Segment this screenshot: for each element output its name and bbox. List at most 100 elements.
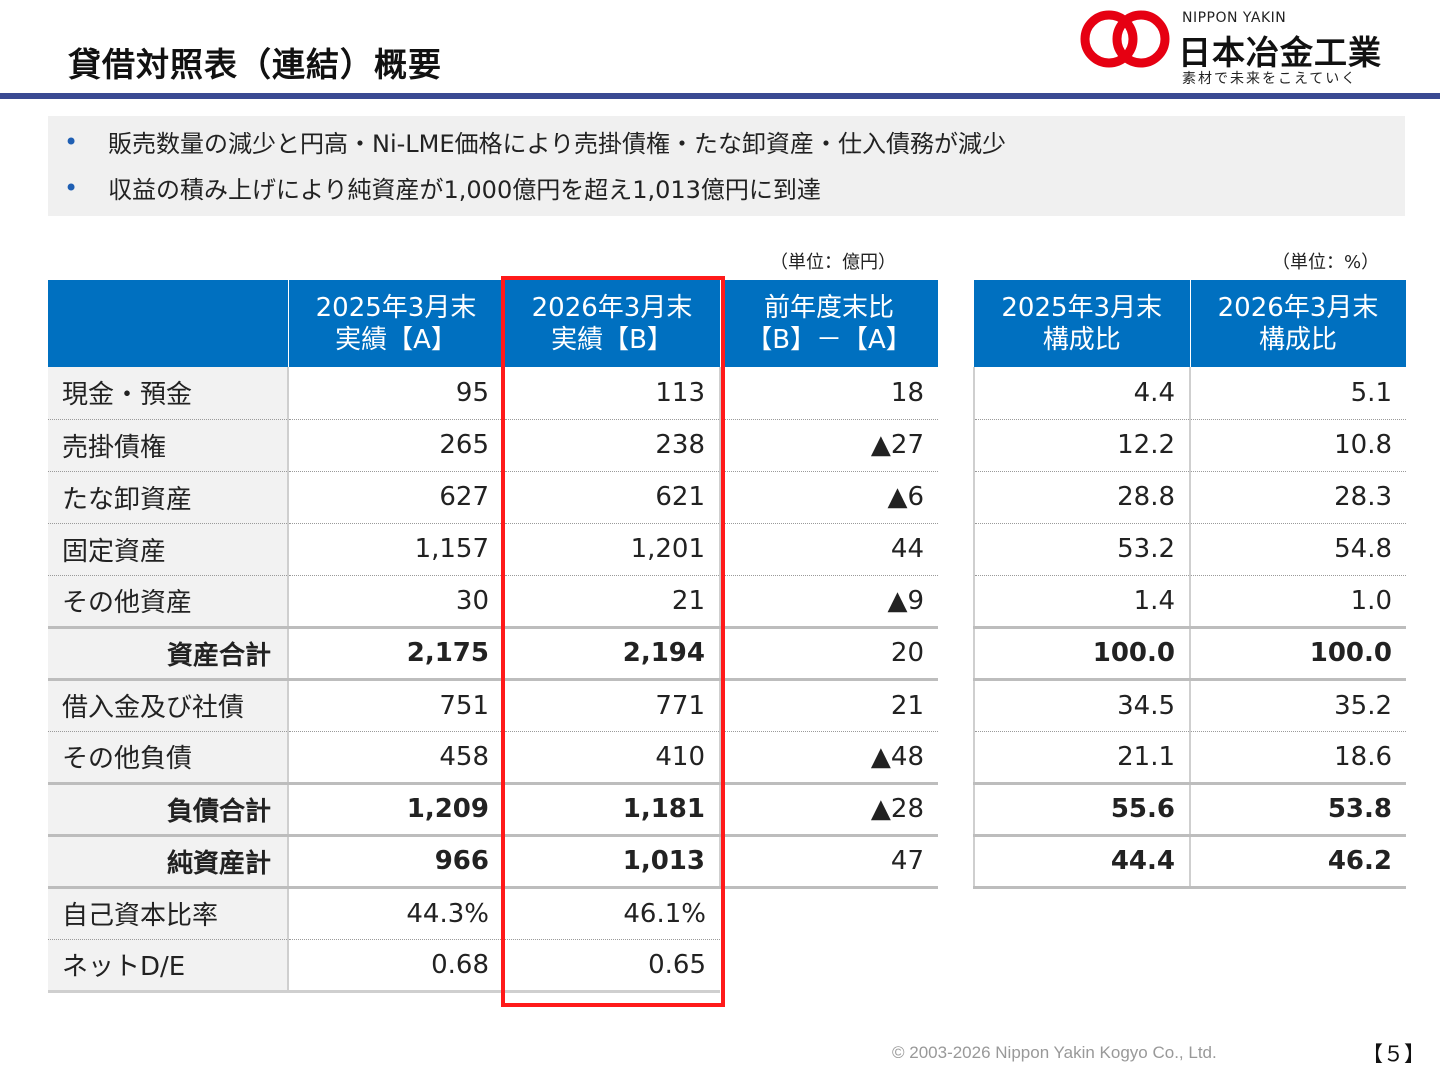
ratio-fy2026: 100.0 [1189,625,1406,681]
row-label: 負債合計 [48,781,288,837]
column-header-line: 【B】－【A】 [746,324,912,355]
value-fy2025: 1,209 [287,781,504,837]
value-fy2026: 46.1% [503,887,720,940]
table-row: その他資産 30 21 ▲9 [48,575,938,628]
table-row: 28.8 28.3 [973,471,1406,524]
column-header-fy2025: 2025年3月末 実績【A】 [288,280,505,367]
ratio-fy2025: 4.4 [973,367,1190,420]
row-label: 純資産計 [48,833,288,889]
ratio-fy2026: 18.6 [1189,731,1406,784]
ratio-fy2025: 12.2 [973,419,1190,472]
value-fy2025: 95 [287,367,504,420]
value-fy2026: 113 [503,367,720,420]
column-header-line: 2026年3月末 [531,292,693,323]
value-fy2026: 238 [503,419,720,472]
logo-tagline: 素材で未来をこえていく [1182,71,1358,87]
column-header-line: 構成比 [1042,324,1121,355]
value-fy2025: 458 [287,731,504,784]
table-row: たな卸資産 627 621 ▲6 [48,471,938,524]
table-row: 自己資本比率 44.3% 46.1% [48,887,938,940]
page-title: 貸借対照表（連結）概要 [68,45,442,84]
value-fy2025: 265 [287,419,504,472]
value-change: ▲6 [719,471,938,524]
value-change: ▲28 [719,781,938,837]
value-fy2026: 1,201 [503,523,720,576]
row-label: 売掛債権 [48,419,288,472]
ratio-fy2026: 35.2 [1189,679,1406,732]
table-row-total: 55.6 53.8 [973,781,1406,837]
table-row: 固定資産 1,157 1,201 44 [48,523,938,576]
summary-bullet-2: 収益の積み上げにより純資産が1,000億円を超え1,013億円に到達 [108,176,821,204]
ratio-fy2025: 100.0 [973,625,1190,681]
column-header-line: 実績【B】 [551,324,673,355]
bullet-icon: • [64,174,79,202]
value-fy2025: 44.3% [287,887,504,940]
table-row: 12.2 10.8 [973,419,1406,472]
row-label: 現金・預金 [48,367,288,420]
value-fy2025: 0.68 [287,939,504,993]
ratio-fy2026: 53.8 [1189,781,1406,837]
ratio-fy2025: 28.8 [973,471,1190,524]
table-row: 1.4 1.0 [973,575,1406,628]
value-fy2026: 0.65 [503,939,720,993]
value-fy2026: 771 [503,679,720,732]
value-fy2026: 21 [503,575,720,628]
row-label: その他負債 [48,731,288,784]
nippon-yakin-logo-mark-icon [1080,10,1170,68]
ratio-fy2025: 55.6 [973,781,1190,837]
copyright-notice: © 2003-2026 Nippon Yakin Kogyo Co., Ltd. [892,1043,1217,1062]
table-row-total: 資産合計 2,175 2,194 20 [48,625,938,681]
title-divider [0,93,1440,99]
column-header-ratio-fy2026: 2026年3月末 構成比 [1190,280,1407,367]
ratio-fy2025: 1.4 [973,575,1190,628]
row-label: 固定資産 [48,523,288,576]
left-table-unit: （単位：億円） [770,252,896,273]
value-fy2026: 2,194 [503,625,720,681]
company-logo: NIPPON YAKIN 日本冶金工業 素材で未来をこえていく [1078,6,1428,90]
summary-box: • 販売数量の減少と円高・Ni-LME価格により売掛債権・たな卸資産・仕入債務が… [48,116,1405,216]
row-label: 自己資本比率 [48,887,288,940]
row-label: ネットD/E [48,939,288,993]
value-fy2026: 1,013 [503,833,720,889]
column-header-line: 2025年3月末 [1001,292,1163,323]
empty-cell [720,939,938,991]
value-fy2026: 621 [503,471,720,524]
column-header-line: 実績【A】 [335,324,457,355]
value-change: 47 [719,833,938,889]
column-header-fy2026: 2026年3月末 実績【B】 [504,280,721,367]
row-label: その他資産 [48,575,288,628]
value-fy2025: 966 [287,833,504,889]
table-row-total: 44.4 46.2 [973,833,1406,889]
row-label: 借入金及び社債 [48,679,288,732]
table-row: 53.2 54.8 [973,523,1406,576]
table-row-total: 負債合計 1,209 1,181 ▲28 [48,781,938,837]
table-row: その他負債 458 410 ▲48 [48,731,938,784]
value-fy2025: 1,157 [287,523,504,576]
logo-english-name: NIPPON YAKIN [1182,10,1287,26]
value-change: 20 [719,625,938,681]
column-header-line: 2026年3月末 [1217,292,1379,323]
ratio-fy2025: 34.5 [973,679,1190,732]
ratio-fy2026: 10.8 [1189,419,1406,472]
ratio-fy2025: 53.2 [973,523,1190,576]
column-header-line: 前年度末比 [763,292,894,323]
empty-cell [720,887,938,939]
value-change: ▲48 [719,731,938,784]
value-fy2026: 1,181 [503,781,720,837]
value-change: ▲27 [719,419,938,472]
ratio-fy2026: 5.1 [1189,367,1406,420]
value-fy2025: 30 [287,575,504,628]
value-fy2025: 627 [287,471,504,524]
row-label: 資産合計 [48,625,288,681]
table-row: 4.4 5.1 [973,367,1406,420]
value-change: ▲9 [719,575,938,628]
column-header-change: 前年度末比 【B】－【A】 [720,280,939,367]
table-row: 現金・預金 95 113 18 [48,367,938,420]
value-change: 44 [719,523,938,576]
page-number: 【５】 [1362,1042,1425,1066]
table-row-total: 100.0 100.0 [973,625,1406,681]
value-change: 21 [719,679,938,732]
table-row: 21.1 18.6 [973,731,1406,784]
right-table-unit: （単位：%） [1272,252,1380,273]
composition-ratio-table: 2025年3月末 構成比 2026年3月末 構成比 4.4 5.1 12.2 1… [973,280,1407,889]
